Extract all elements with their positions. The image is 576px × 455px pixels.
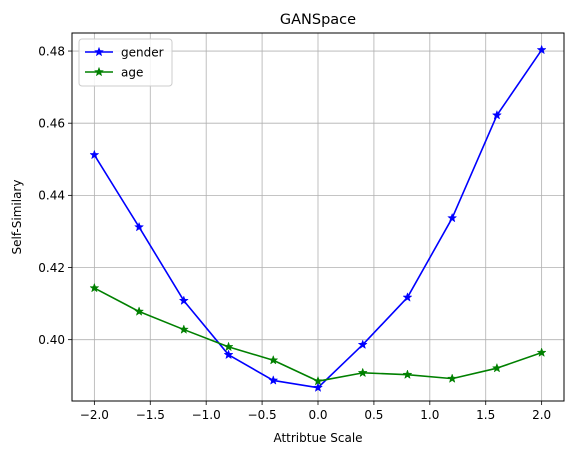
gender-point [491, 109, 502, 120]
x-tick-label: −2.0 [80, 408, 109, 422]
gender-point [134, 221, 145, 232]
grid [72, 33, 564, 401]
x-tick-label: 1.0 [420, 408, 439, 422]
age-point [312, 375, 324, 386]
gender-point [447, 212, 458, 223]
y-tick-label: 0.42 [38, 261, 65, 275]
age-point [268, 354, 279, 365]
x-tick-label: 2.0 [532, 408, 551, 422]
ticks: −2.0 −1.5 −1.0 −0.5 0.0 0.5 1.0 1.5 2.0 0.40 0.42 0… [38, 44, 551, 422]
gender-point [268, 375, 279, 385]
x-tick-label: 0.5 [364, 408, 383, 422]
gender-point [223, 349, 234, 360]
age-point [223, 341, 234, 352]
gender-point [178, 295, 189, 306]
age-point [491, 362, 502, 373]
y-tick-label: 0.44 [38, 189, 65, 203]
legend-label: gender [121, 45, 164, 59]
legend-item-age: age [85, 65, 143, 79]
gender-point [89, 149, 100, 160]
chart-title: GANSpace [280, 12, 356, 28]
series-gender [89, 44, 547, 392]
x-axis-title: Attribtue Scale [273, 431, 362, 445]
series-layer [89, 44, 547, 392]
age-point [134, 306, 145, 316]
age-point [402, 369, 413, 379]
gender-point [536, 44, 547, 55]
legend-swatch-marker [93, 46, 105, 57]
gender-point [402, 292, 413, 302]
y-tick-label: 0.48 [38, 44, 65, 58]
age-point [178, 324, 189, 334]
gender-point [312, 382, 324, 392]
x-tick-label: −0.5 [248, 408, 277, 422]
age-point [447, 373, 458, 383]
age-point [89, 282, 100, 293]
x-tick-label: −1.0 [192, 408, 221, 422]
x-tick-label: −1.5 [136, 408, 165, 422]
age-point [357, 367, 368, 378]
age-point [536, 347, 547, 357]
legend: gender age [78, 38, 173, 87]
x-tick-label: 0.0 [308, 408, 327, 422]
x-tick-label: 1.5 [476, 408, 495, 422]
legend-label: age [121, 65, 143, 79]
y-tick-label: 0.40 [38, 333, 65, 347]
series-age [89, 282, 547, 386]
y-axis-title: Self-Similary [10, 180, 24, 255]
gender-point [357, 339, 368, 350]
legend-item-gender: gender [85, 45, 164, 59]
y-tick-label: 0.46 [38, 116, 65, 130]
legend-swatch-marker [93, 66, 105, 77]
